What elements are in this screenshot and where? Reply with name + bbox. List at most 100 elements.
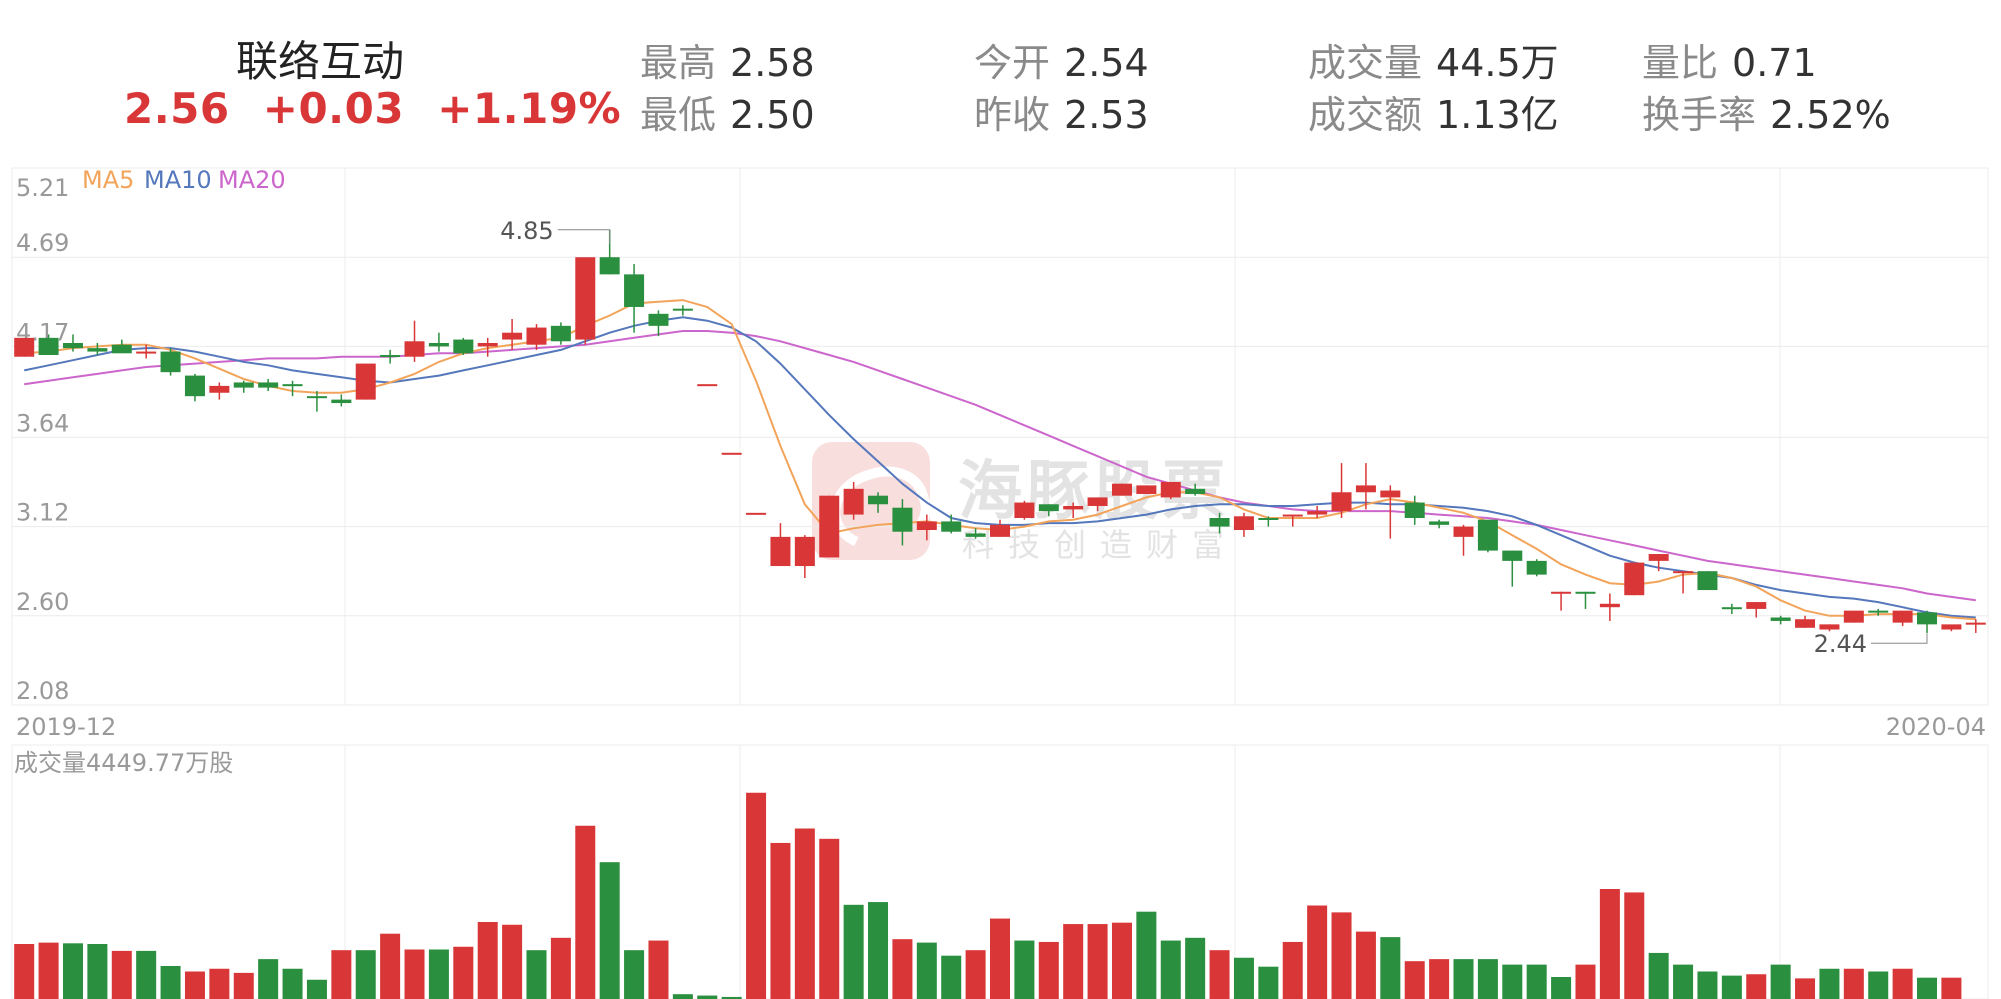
volume-bar	[1063, 924, 1084, 999]
volume-bar	[404, 949, 425, 999]
volume-bar	[1599, 889, 1620, 999]
volume-bar	[233, 972, 254, 999]
candle-body	[1648, 554, 1669, 561]
volume-bar	[843, 904, 864, 999]
volume-title: 成交量4449.77万股	[14, 749, 233, 777]
candle-body	[184, 375, 205, 397]
volume-bar	[380, 933, 401, 999]
volume-bar	[989, 918, 1011, 999]
volume-bar	[1697, 971, 1718, 999]
candle-body	[1477, 519, 1498, 551]
volume-bar	[1331, 912, 1352, 999]
volume-bar	[819, 838, 840, 999]
volume-bar	[1868, 971, 1889, 999]
candle-body	[1770, 617, 1791, 621]
volume-bar	[1770, 964, 1791, 999]
candle-body	[1307, 511, 1328, 515]
candle-body	[746, 512, 767, 515]
candle-body	[648, 313, 669, 326]
volume-bar	[1453, 959, 1474, 999]
volume-bar	[1673, 964, 1694, 999]
volume-bar	[87, 944, 108, 999]
candle-body	[868, 495, 889, 505]
volume-bar	[794, 828, 815, 999]
candle-body	[1258, 517, 1279, 520]
volume-bar	[1209, 950, 1230, 999]
candle-body	[1233, 516, 1254, 531]
stat-low: 最低 2.50	[640, 93, 815, 137]
candle-body	[1282, 514, 1303, 517]
volume-bar	[1111, 922, 1132, 999]
volume-bar	[282, 968, 303, 999]
volume-bar	[1502, 964, 1523, 999]
candle-body	[624, 274, 645, 307]
volume-bar	[502, 924, 523, 999]
candle-body	[1355, 485, 1376, 493]
legend-ma10: MA10	[144, 166, 212, 194]
volume-bar	[599, 862, 620, 999]
candle-body	[282, 384, 303, 387]
candle-body	[1746, 602, 1767, 609]
candle-body	[1136, 485, 1157, 494]
volume-bar	[916, 942, 937, 999]
x-tick-label: 2020-04	[1886, 713, 1986, 741]
volume-bar	[1648, 952, 1669, 999]
candle-body	[38, 337, 59, 356]
y-tick-label: 3.12	[16, 499, 69, 527]
annotation-high: 4.85	[500, 217, 553, 245]
candle-body	[1160, 481, 1181, 498]
volume-bar	[1477, 959, 1498, 999]
candle-body	[428, 342, 449, 347]
stat-turnover: 成交额 1.13亿	[1308, 93, 1559, 137]
annotation-line	[557, 229, 611, 244]
y-tick-label: 2.60	[16, 588, 69, 616]
price-panel-frame	[11, 167, 1989, 706]
candle-body	[1185, 488, 1206, 494]
volume-bar	[941, 955, 962, 999]
volume-bar	[111, 950, 132, 999]
candle-body	[1551, 591, 1572, 594]
candle-body	[502, 332, 523, 340]
price-line: 2.56 +0.03 +1.19%	[124, 84, 639, 133]
volume-bar	[1892, 968, 1913, 999]
candle-body	[1673, 571, 1694, 574]
candle-body	[1014, 502, 1035, 518]
volume-bar	[1941, 977, 1962, 999]
y-tick-label: 3.64	[16, 409, 69, 437]
volume-bar	[1258, 966, 1279, 999]
candle-body	[941, 521, 962, 532]
candle-body	[331, 399, 352, 404]
candle-body	[1087, 497, 1108, 506]
volume-bar	[160, 966, 181, 999]
candle-body	[1380, 490, 1401, 498]
candle-body	[1111, 483, 1132, 496]
volume-bar	[1551, 977, 1572, 999]
volume-bar	[1526, 964, 1547, 999]
candle-body	[1526, 560, 1547, 575]
volume-bar	[1160, 940, 1181, 999]
volume-bar	[1819, 968, 1840, 999]
volume-bar	[1624, 892, 1645, 999]
candle-body	[136, 351, 157, 354]
quote-header: 联络互动 2.56 +0.03 +1.19% 最高 2.58 最低 2.50 今开 2…	[0, 0, 2001, 160]
candle-body	[989, 524, 1011, 537]
candle-body	[1917, 612, 1938, 625]
volume-bar	[1721, 975, 1742, 999]
candle-body	[1429, 521, 1450, 525]
candle-body	[258, 382, 279, 388]
volume-bar	[14, 944, 35, 999]
volume-bar	[1233, 957, 1254, 999]
current-price: 2.56	[124, 84, 230, 133]
volume-bar	[770, 842, 791, 999]
candle-body	[1331, 492, 1352, 512]
candle-body	[697, 384, 718, 387]
candle-body	[965, 533, 986, 537]
price-change-percent: +1.19%	[437, 84, 622, 133]
volume-bar	[1575, 964, 1596, 999]
candle-body	[111, 344, 132, 354]
volume-bar	[697, 995, 718, 999]
candle-body	[1404, 502, 1425, 518]
stat-volume: 成交量 44.5万	[1308, 41, 1559, 85]
candle-body	[1575, 591, 1596, 594]
